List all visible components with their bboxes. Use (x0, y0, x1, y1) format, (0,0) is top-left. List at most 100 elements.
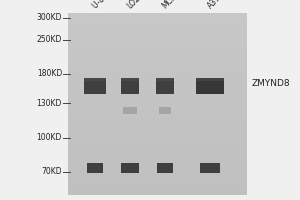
Bar (68, 184, 247, 185)
Bar (200, 163, 220, 173)
Bar (68, 65, 247, 66)
Bar (68, 91, 247, 92)
Text: MCF7: MCF7 (160, 0, 182, 10)
Bar (68, 68, 247, 69)
Bar (68, 26, 247, 27)
Bar (68, 15, 247, 16)
Bar (68, 122, 247, 123)
Bar (68, 155, 247, 156)
Bar (68, 46, 247, 47)
Bar (68, 162, 247, 163)
Bar (68, 137, 247, 138)
Bar (68, 32, 247, 33)
Bar (68, 121, 247, 122)
Bar (68, 150, 247, 151)
Bar (68, 138, 247, 139)
Bar (68, 148, 247, 149)
Bar (68, 23, 247, 24)
Bar (68, 80, 247, 81)
Text: LO2: LO2 (126, 0, 142, 10)
Bar (68, 22, 247, 23)
Bar (68, 167, 247, 168)
Bar (68, 147, 247, 148)
Bar (68, 127, 247, 128)
Bar (68, 174, 247, 175)
Bar (68, 59, 247, 60)
Bar (68, 58, 247, 59)
Bar (68, 159, 247, 160)
Bar (156, 78, 174, 81)
Bar (68, 104, 247, 105)
Bar (68, 55, 247, 56)
Bar (68, 171, 247, 172)
Bar (68, 51, 247, 52)
Bar (68, 173, 247, 174)
Bar (68, 39, 247, 40)
Text: 100KD: 100KD (37, 134, 62, 142)
Bar (68, 135, 247, 136)
Bar (68, 52, 247, 53)
Bar (68, 100, 247, 101)
Bar (68, 101, 247, 102)
Text: 70KD: 70KD (41, 168, 62, 176)
Bar (68, 192, 247, 193)
Bar (123, 107, 137, 114)
Bar (68, 102, 247, 103)
Text: 180KD: 180KD (37, 70, 62, 78)
Text: 250KD: 250KD (37, 36, 62, 45)
Bar (68, 141, 247, 142)
Bar (68, 191, 247, 192)
Bar (68, 117, 247, 118)
Bar (68, 120, 247, 121)
Bar (68, 69, 247, 70)
Bar (68, 31, 247, 32)
Bar (68, 62, 247, 63)
Bar (68, 134, 247, 135)
Bar (68, 19, 247, 20)
Bar (68, 179, 247, 180)
Bar (68, 107, 247, 108)
Bar (87, 163, 103, 173)
Bar (68, 110, 247, 111)
Bar (68, 178, 247, 179)
Bar (68, 77, 247, 78)
Bar (68, 81, 247, 82)
Bar (68, 172, 247, 173)
Bar (68, 93, 247, 94)
Bar (68, 97, 247, 98)
Bar (68, 106, 247, 107)
Bar (68, 125, 247, 126)
Bar (68, 152, 247, 153)
Bar (68, 72, 247, 73)
Bar (68, 40, 247, 41)
Bar (68, 83, 247, 84)
Bar (156, 78, 174, 94)
Bar (68, 175, 247, 176)
Bar (68, 20, 247, 21)
Bar (68, 118, 247, 119)
Bar (68, 109, 247, 110)
Bar (196, 78, 224, 81)
Bar (68, 153, 247, 154)
Bar (68, 41, 247, 42)
Bar (68, 149, 247, 150)
Bar (68, 86, 247, 87)
Bar (68, 33, 247, 34)
Bar (121, 78, 139, 81)
Bar (68, 158, 247, 159)
Bar (68, 186, 247, 187)
Bar (68, 92, 247, 93)
Bar (68, 67, 247, 68)
Bar (68, 190, 247, 191)
Bar (68, 48, 247, 49)
Bar (68, 129, 247, 130)
Bar (68, 119, 247, 120)
Text: U-87 MG: U-87 MG (91, 0, 120, 10)
Bar (68, 64, 247, 65)
Bar (68, 70, 247, 71)
Bar (68, 28, 247, 29)
Bar (68, 151, 247, 152)
Bar (68, 88, 247, 89)
Bar (121, 163, 139, 173)
Bar (68, 113, 247, 114)
